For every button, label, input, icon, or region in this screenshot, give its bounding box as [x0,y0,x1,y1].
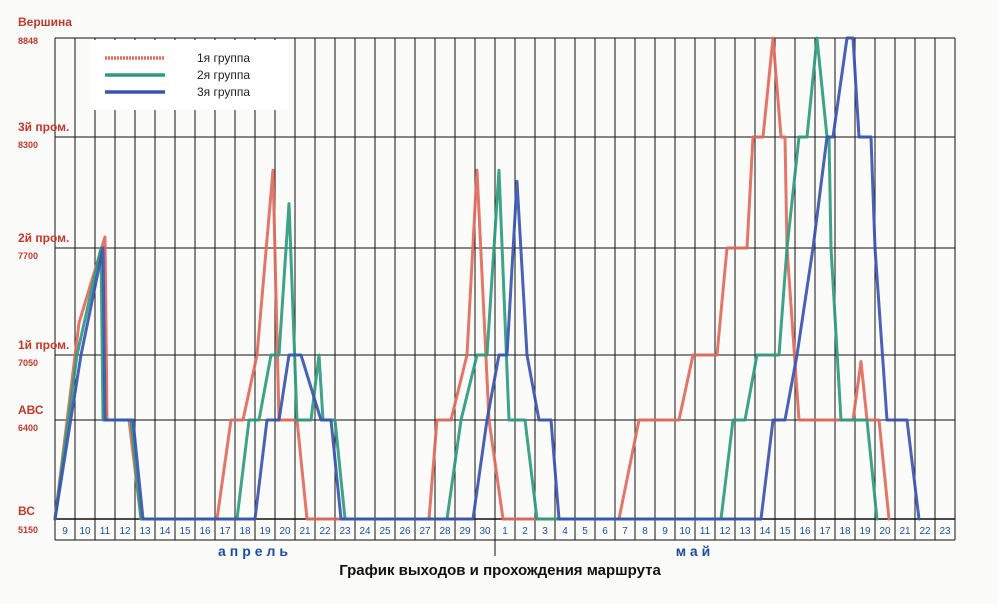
series-line-1 [53,36,891,521]
x-tick-label: 11 [100,526,111,537]
x-tick-label: 11 [700,526,711,537]
month-label: май [676,543,715,559]
x-tick-label: 19 [859,526,871,537]
x-tick-label: 10 [679,526,691,537]
x-tick-label: 16 [799,526,811,537]
level-altitude-label: 8848 [18,36,38,46]
chart-series [53,36,921,521]
x-tick-label: 24 [359,526,371,537]
x-tick-label: 14 [759,526,771,537]
x-tick-label: 1 [502,526,508,537]
level-name-label: 2й пром. [18,231,69,245]
x-tick-label: 5 [582,526,588,537]
x-tick-label: 7 [622,526,628,537]
x-tick-label: 12 [719,526,731,537]
x-tick-label: 17 [219,526,231,537]
level-name-label: Вершина [18,15,72,29]
level-name-label: АВС [18,403,44,417]
x-tick-label: 27 [419,526,431,537]
x-tick-label: 15 [179,526,191,537]
series-line-2 [53,36,879,521]
level-altitude-label: 8300 [18,140,38,150]
x-tick-label: 20 [279,526,291,537]
level-altitude-label: 7700 [18,251,38,261]
x-tick-label: 23 [939,526,951,537]
x-tick-label: 10 [79,526,91,537]
x-tick-label: 26 [399,526,411,537]
x-tick-label: 17 [819,526,831,537]
x-tick-label: 21 [899,526,911,537]
x-tick-label: 6 [602,526,608,537]
level-name-label: 1й пром. [18,338,69,352]
month-label: апрель [218,543,292,559]
x-tick-label: 22 [319,526,331,537]
x-tick-label: 2 [522,526,528,537]
x-tick-label: 23 [339,526,351,537]
x-tick-label: 29 [459,526,471,537]
x-tick-label: 21 [299,526,311,537]
x-tick-label: 8 [642,526,648,537]
x-tick-label: 13 [139,526,151,537]
x-tick-label: 3 [542,526,548,537]
x-tick-label: 13 [739,526,751,537]
y-axis-level-labels: ВС 5150 АВС 6400 1й пром. 7050 2й пром. 7700 3й … [18,15,72,535]
month-labels: апрель май [218,543,715,559]
x-tick-label: 14 [159,526,171,537]
legend-label: 1я группа [197,51,250,65]
level-name-label: 3й пром. [18,120,69,134]
legend-label: 2я группа [197,68,250,82]
chart-legend: 1я группа 2я группа 3я группа [90,40,288,110]
x-tick-label: 18 [239,526,251,537]
level-altitude-label: 7050 [18,358,38,368]
x-tick-label: 15 [779,526,791,537]
x-tick-label: 30 [479,526,491,537]
series-line-3 [53,36,921,521]
x-tick-label: 22 [919,526,931,537]
legend-label: 3я группа [197,85,250,99]
x-tick-label: 12 [119,526,131,537]
x-tick-label: 18 [839,526,851,537]
x-tick-label: 20 [879,526,891,537]
x-tick-label: 16 [199,526,211,537]
level-altitude-label: 6400 [18,423,38,433]
x-tick-label: 9 [662,526,668,537]
level-name-label: ВС [18,504,35,518]
x-tick-label: 9 [62,526,68,537]
x-tick-label: 28 [439,526,451,537]
x-tick-label: 4 [562,526,568,537]
x-tick-label: 25 [379,526,391,537]
x-axis-ticks: 9 10 11 12 13 14 15 16 17 18 19 20 21 22 23 24 25 26 27 28 2… [62,526,951,537]
chart-title: График выходов и прохождения маршрута [339,562,661,579]
level-altitude-label: 5150 [18,525,38,535]
x-tick-label: 19 [259,526,271,537]
